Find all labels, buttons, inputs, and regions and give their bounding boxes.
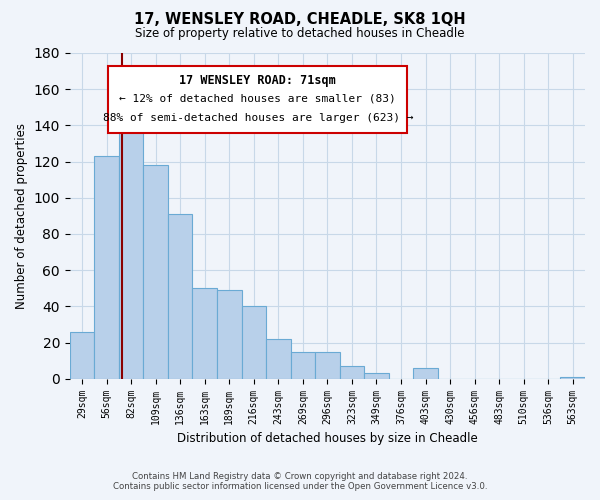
Text: 17 WENSLEY ROAD: 71sqm: 17 WENSLEY ROAD: 71sqm bbox=[179, 74, 336, 87]
Bar bbox=[119, 111, 143, 378]
Text: ← 12% of detached houses are smaller (83): ← 12% of detached houses are smaller (83… bbox=[119, 94, 396, 104]
Text: Size of property relative to detached houses in Cheadle: Size of property relative to detached ho… bbox=[135, 28, 465, 40]
Bar bbox=[413, 368, 438, 378]
Bar bbox=[340, 366, 364, 378]
Bar bbox=[290, 352, 315, 378]
Text: 88% of semi-detached houses are larger (623) →: 88% of semi-detached houses are larger (… bbox=[103, 113, 413, 123]
Bar bbox=[266, 339, 290, 378]
Text: Contains HM Land Registry data © Crown copyright and database right 2024.
Contai: Contains HM Land Registry data © Crown c… bbox=[113, 472, 487, 491]
Bar bbox=[242, 306, 266, 378]
Y-axis label: Number of detached properties: Number of detached properties bbox=[15, 123, 28, 309]
Bar bbox=[143, 165, 168, 378]
Bar bbox=[560, 377, 585, 378]
Bar bbox=[315, 352, 340, 378]
FancyBboxPatch shape bbox=[109, 66, 407, 133]
Bar bbox=[193, 288, 217, 378]
Bar bbox=[94, 156, 119, 378]
Bar bbox=[217, 290, 242, 378]
Text: 17, WENSLEY ROAD, CHEADLE, SK8 1QH: 17, WENSLEY ROAD, CHEADLE, SK8 1QH bbox=[134, 12, 466, 28]
Bar bbox=[168, 214, 193, 378]
X-axis label: Distribution of detached houses by size in Cheadle: Distribution of detached houses by size … bbox=[177, 432, 478, 445]
Bar bbox=[70, 332, 94, 378]
Bar bbox=[364, 374, 389, 378]
